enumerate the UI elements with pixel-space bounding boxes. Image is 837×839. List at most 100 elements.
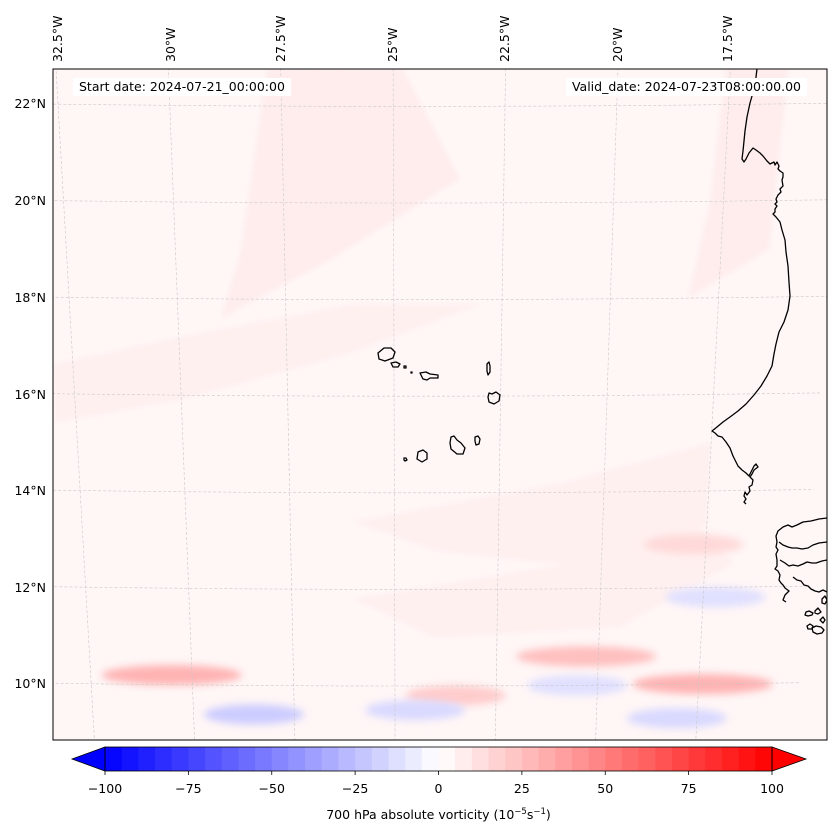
colorbar-bin (188, 747, 206, 771)
colorbar-bin (121, 747, 139, 771)
latitude-label: 22°N (14, 96, 46, 111)
latitude-label: 10°N (14, 676, 46, 691)
island-sao-nicolau (419, 371, 439, 381)
meridian-gridline (695, 69, 731, 740)
meridian-gridline (495, 69, 506, 740)
island-maio (474, 435, 481, 446)
colorbar-tick-label: −50 (258, 781, 285, 796)
longitude-label: 20°W (610, 27, 625, 62)
units-exp2: −1 (533, 807, 546, 817)
coastlines (377, 69, 827, 635)
negative-vorticity-patch (204, 704, 304, 725)
colorbar-bin (221, 747, 239, 771)
colorbar-bin (238, 747, 256, 771)
colorbar-bin (271, 747, 289, 771)
island-brava (403, 457, 408, 462)
colorbar (70, 746, 808, 775)
positive-vorticity-patch (101, 665, 242, 686)
colorbar-tick-label: 25 (513, 781, 530, 796)
colorbar-bin (388, 747, 406, 771)
island-sal (486, 361, 491, 376)
latitude-label: 16°N (14, 387, 46, 402)
island-bijagos-1 (804, 610, 814, 617)
coastline-casamance (779, 559, 827, 567)
longitude-label: 22.5°W (497, 15, 512, 62)
colorbar-bin (105, 747, 123, 771)
vorticity-swath (688, 69, 789, 299)
colorbar-tick-label: −25 (341, 781, 369, 796)
coastline-africa (711, 69, 791, 505)
meridian-gridline (595, 69, 619, 740)
positive-vorticity-patch (643, 534, 744, 555)
colorbar-bin (321, 747, 339, 771)
colorbar-bin (721, 747, 740, 771)
island-santo-antao (377, 347, 396, 362)
colorbar-bin (138, 747, 156, 771)
colorbar-bin (555, 747, 573, 771)
colorbar-bin (338, 747, 356, 771)
colorbar-tick-label: −75 (175, 781, 202, 796)
meridian-gridline (392, 69, 396, 740)
island-bijagos-5 (819, 616, 826, 624)
island-fogo (416, 449, 428, 463)
valid-date-label: Valid_date: 2024-07-23T08:00:00.00 (565, 78, 807, 96)
colorbar-tick-label: −100 (87, 781, 123, 796)
colorbar-bin (471, 747, 489, 771)
colorbar-bin (621, 747, 639, 771)
colorbar-bin (571, 747, 589, 771)
island-santiago (449, 435, 466, 455)
colorbar-tick-label: 0 (434, 781, 443, 796)
island-boa-vista (487, 391, 501, 405)
vorticity-swath (221, 69, 460, 319)
colorbar-bin (705, 747, 723, 771)
colorbar-tick-label: 50 (597, 781, 614, 796)
colorbar-tick-label: 100 (760, 781, 784, 796)
colorbar-bin (638, 747, 656, 771)
colorbar-bin (171, 747, 189, 771)
parallel-gridline (53, 585, 807, 590)
latitude-label: 12°N (14, 580, 46, 595)
colorbar-label-variable: 700 hPa absolute vorticity (326, 807, 490, 822)
latitude-label: 20°N (14, 193, 46, 208)
negative-vorticity-patch (365, 700, 466, 721)
parallel-gridline (53, 489, 814, 494)
parallel-gridline (53, 296, 827, 300)
island-branco (410, 371, 413, 374)
colorbar-bin (521, 747, 539, 771)
vorticity-swath (353, 515, 734, 638)
colorbar-bin (371, 747, 389, 771)
meridian-gridline (55, 69, 95, 740)
island-sao-vicente (390, 361, 401, 368)
colorbar-bin (455, 747, 473, 771)
units-base: 10 (498, 807, 515, 822)
map-field (53, 69, 827, 740)
meridian-gridline (168, 69, 195, 740)
colorbar-bin (605, 747, 623, 771)
colorbar-bin (421, 747, 439, 771)
latitude-label: 18°N (14, 290, 46, 305)
colorbar-bin (688, 747, 706, 771)
colorbar-tick-label: 75 (680, 781, 697, 796)
meridian-gridline (280, 69, 296, 740)
vorticity-swath (53, 304, 481, 423)
vorticity-swath (352, 442, 712, 570)
negative-vorticity-patch (626, 708, 727, 729)
map-frame (52, 68, 828, 741)
parallel-gridline (53, 102, 827, 107)
colorbar-bin (405, 747, 423, 771)
negative-vorticity-patch (665, 587, 766, 608)
latitude-label: 14°N (14, 483, 46, 498)
colorbar-bin (755, 747, 773, 771)
colorbar-bin (288, 747, 306, 771)
colorbar-bin (155, 747, 173, 771)
colorbar-extend-max (771, 746, 808, 772)
graticule (53, 69, 827, 740)
longitude-label: 32.5°W (50, 15, 65, 62)
colorbar-bin (671, 747, 690, 771)
coastline-gambia-river (778, 541, 827, 550)
units-exp1: −5 (514, 807, 527, 817)
parallel-gridline (53, 199, 827, 204)
colorbar-bin (538, 747, 556, 771)
